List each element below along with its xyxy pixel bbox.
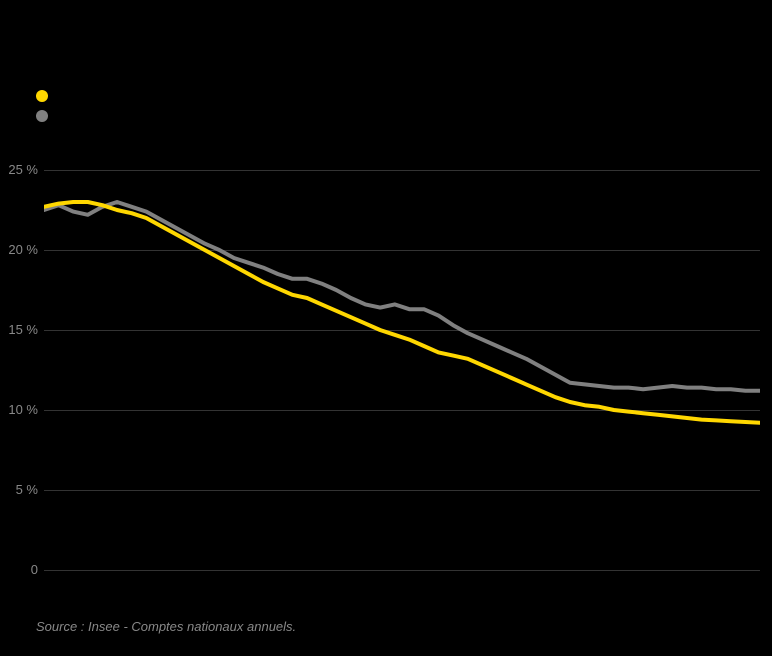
legend-item — [36, 110, 58, 122]
chart-container: 25 % 20 % 15 % 10 % 5 % 0 Source : Insee - Co… — [0, 0, 772, 656]
y-tick-label: 20 % — [4, 242, 38, 257]
y-tick-label: 0 — [4, 562, 38, 577]
y-tick-label: 25 % — [4, 162, 38, 177]
gridline — [44, 570, 760, 571]
y-tick-label: 10 % — [4, 402, 38, 417]
plot-area — [44, 170, 760, 570]
legend — [36, 90, 58, 130]
y-tick-label: 15 % — [4, 322, 38, 337]
y-tick-label: 5 % — [4, 482, 38, 497]
line-series-grey — [44, 202, 760, 391]
legend-dot-grey — [36, 110, 48, 122]
legend-item — [36, 90, 58, 102]
source-text: Source : Insee - Comptes nationaux annue… — [36, 619, 296, 634]
legend-dot-yellow — [36, 90, 48, 102]
